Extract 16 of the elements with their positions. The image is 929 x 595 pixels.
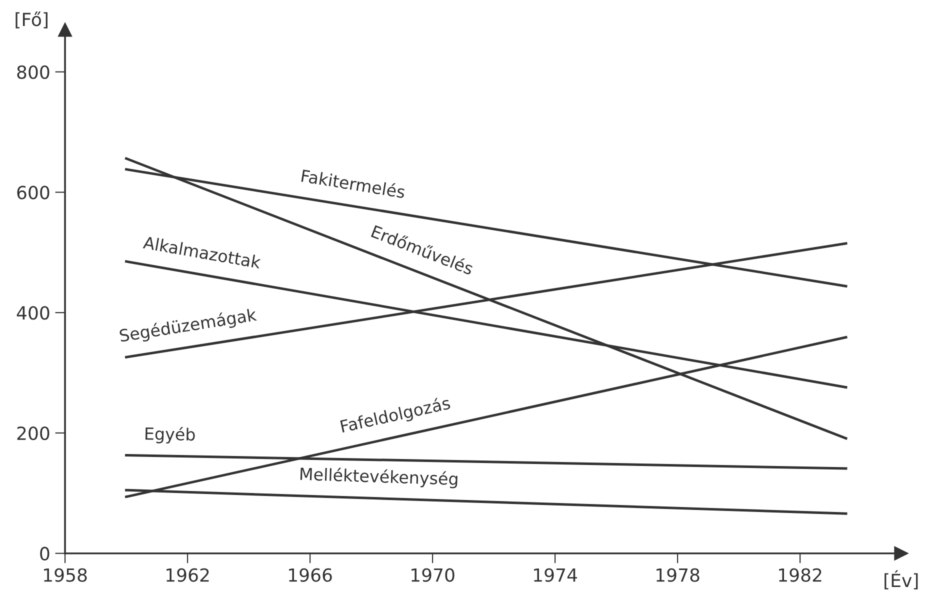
y-tick-label: 200	[17, 426, 50, 440]
x-tick-label: 1978	[656, 568, 700, 582]
x-tick-label: 1962	[166, 568, 209, 582]
x-tick-label: 1966	[289, 568, 332, 582]
y-tick-label: 0	[40, 546, 50, 560]
y-axis-title: [Fő]	[16, 12, 48, 28]
x-tick-label: 1970	[412, 568, 454, 582]
x-tick-label: 1982	[779, 568, 822, 582]
y-tick-label: 400	[16, 306, 50, 320]
y-tick-label: 800	[17, 65, 50, 79]
y-tick-label: 600	[17, 186, 50, 200]
x-axis-title: [Év]	[884, 570, 918, 590]
x-tick-label: 1958	[44, 568, 87, 582]
series-label: Melléktevékenység	[300, 466, 458, 488]
x-tick-label: 1974	[534, 568, 578, 582]
series-label: Egyéb	[145, 426, 195, 444]
